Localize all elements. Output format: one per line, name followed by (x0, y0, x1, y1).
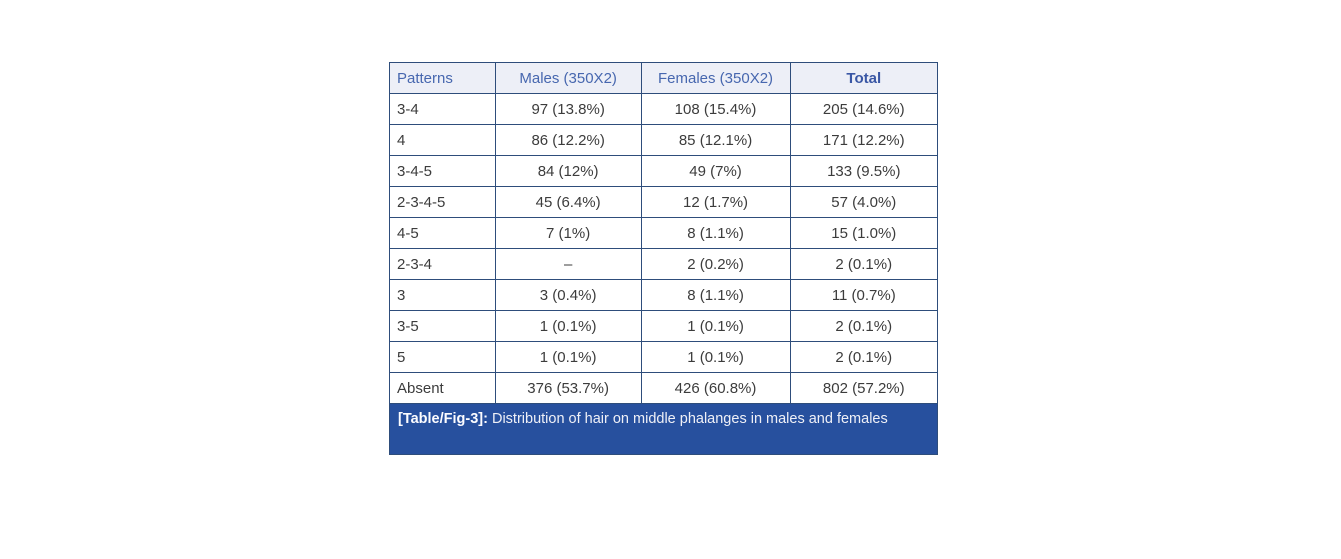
table-figure: Patterns Males (350X2) Females (350X2) T… (389, 62, 939, 455)
table-row: 4-5 7 (1%) 8 (1.1%) 15 (1.0%) (389, 217, 939, 249)
pattern-cell: 2-3-4 (389, 248, 496, 280)
value-cell: 57 (4.0%) (789, 186, 939, 218)
value-cell: 1 (0.1%) (640, 341, 791, 373)
value-cell: 171 (12.2%) (789, 124, 939, 156)
value-cell: 49 (7%) (640, 155, 791, 187)
value-cell: 426 (60.8%) (640, 372, 791, 404)
value-cell: 2 (0.2%) (640, 248, 791, 280)
caption-label: [Table/Fig-3]: (398, 411, 488, 427)
value-cell: 85 (12.1%) (640, 124, 791, 156)
value-cell: 1 (0.1%) (494, 310, 642, 342)
value-cell: – (494, 248, 642, 280)
header-row: Patterns Males (350X2) Females (350X2) T… (389, 62, 939, 94)
pattern-cell: 3-5 (389, 310, 496, 342)
value-cell: 84 (12%) (494, 155, 642, 187)
value-cell: 97 (13.8%) (494, 93, 642, 125)
value-cell: 86 (12.2%) (494, 124, 642, 156)
table-row: 2-3-4–2 (0.2%) 2 (0.1%) (389, 248, 939, 280)
value-cell: 1 (0.1%) (494, 341, 642, 373)
value-cell: 45 (6.4%) (494, 186, 642, 218)
header-males: Males (350X2) (494, 62, 642, 94)
distribution-table: Patterns Males (350X2) Females (350X2) T… (389, 62, 939, 404)
value-cell: 2 (0.1%) (789, 341, 939, 373)
table-row: 3-4 97 (13.8%) 108 (15.4%) 205 (14.6%) (389, 93, 939, 125)
value-cell: 7 (1%) (494, 217, 642, 249)
pattern-cell: 3-4 (389, 93, 496, 125)
value-cell: 15 (1.0%) (789, 217, 939, 249)
header-patterns: Patterns (389, 62, 496, 94)
pattern-cell: 2-3-4-5 (389, 186, 496, 218)
pattern-cell: 4 (389, 124, 496, 156)
value-cell: 205 (14.6%) (789, 93, 939, 125)
table-header: Patterns Males (350X2) Females (350X2) T… (389, 62, 939, 94)
value-cell: 133 (9.5%) (789, 155, 939, 187)
figure-caption: [Table/Fig-3]: Distribution of hair on m… (389, 404, 938, 455)
table-row: 2-3-4-5 45 (6.4%) 12 (1.7%) 57 (4.0%) (389, 186, 939, 218)
value-cell: 802 (57.2%) (789, 372, 939, 404)
value-cell: 8 (1.1%) (640, 217, 791, 249)
value-cell: 2 (0.1%) (789, 248, 939, 280)
pattern-cell: 3-4-5 (389, 155, 496, 187)
value-cell: 1 (0.1%) (640, 310, 791, 342)
header-females: Females (350X2) (640, 62, 791, 94)
value-cell: 2 (0.1%) (789, 310, 939, 342)
table-row: 3-5 1 (0.1%) 1 (0.1%) 2 (0.1%) (389, 310, 939, 342)
table-body: 3-4 97 (13.8%) 108 (15.4%) 205 (14.6%) 4 86 (… (389, 93, 939, 404)
table-row: 4 86 (12.2%) 85 (12.1%) 171 (12.2%) (389, 124, 939, 156)
header-total: Total (789, 62, 939, 94)
value-cell: 11 (0.7%) (789, 279, 939, 311)
value-cell: 8 (1.1%) (640, 279, 791, 311)
value-cell: 3 (0.4%) (494, 279, 642, 311)
table-row: Absent 376 (53.7%) 426 (60.8%) 802 (57.2%) (389, 372, 939, 404)
value-cell: 12 (1.7%) (640, 186, 791, 218)
value-cell: 108 (15.4%) (640, 93, 791, 125)
pattern-cell: 3 (389, 279, 496, 311)
pattern-cell: 5 (389, 341, 496, 373)
value-cell: 376 (53.7%) (494, 372, 642, 404)
table-row: 3-4-5 84 (12%) 49 (7%) 133 (9.5%) (389, 155, 939, 187)
pattern-cell: 4-5 (389, 217, 496, 249)
caption-text: Distribution of hair on middle phalanges… (487, 411, 888, 427)
pattern-cell: Absent (389, 372, 496, 404)
